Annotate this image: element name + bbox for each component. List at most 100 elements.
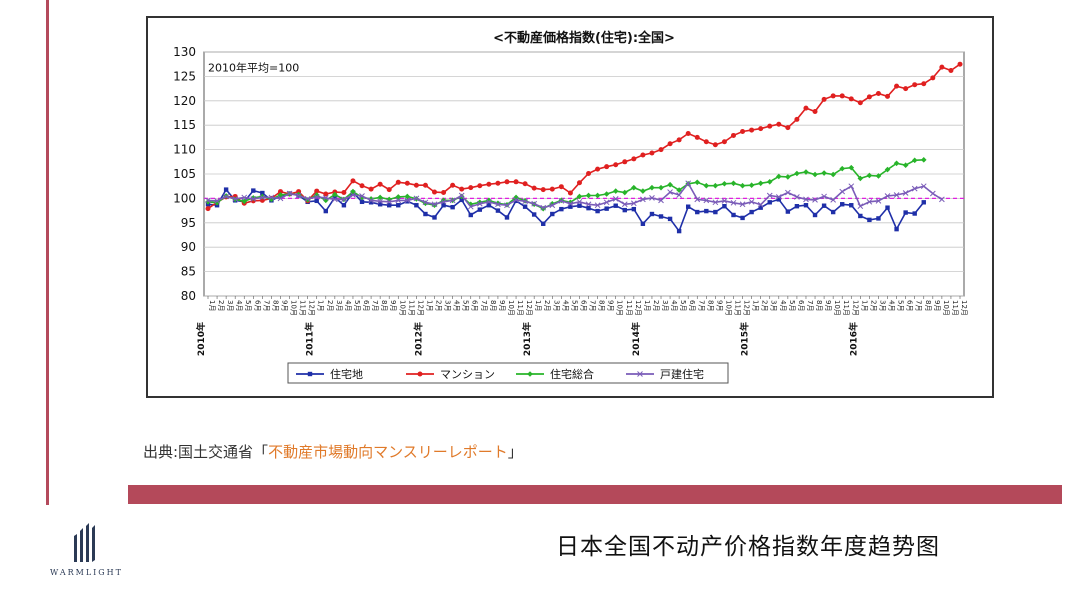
data-point: [332, 195, 338, 200]
data-point: [531, 200, 538, 207]
data-point: [395, 197, 402, 204]
data-point: [431, 201, 438, 208]
data-point: [323, 208, 328, 214]
data-point: [368, 186, 374, 192]
data-point: [350, 188, 356, 195]
legend-label: 戸建住宅: [660, 367, 704, 381]
data-point: [613, 203, 618, 208]
x-tick-label: 3月: [770, 300, 778, 311]
data-point: [396, 203, 401, 208]
data-point: [839, 93, 845, 99]
data-point: [730, 199, 737, 206]
x-tick-label: 3月: [335, 300, 343, 311]
data-point: [730, 132, 736, 138]
x-tick-label: 9月: [498, 300, 506, 311]
data-point: [586, 171, 592, 177]
data-point: [576, 180, 582, 186]
data-point: [785, 125, 791, 131]
x-tick-label: 5月: [788, 300, 796, 311]
data-point: [920, 157, 927, 163]
data-point: [830, 209, 836, 215]
data-point: [785, 209, 791, 214]
data-point: [432, 215, 437, 220]
data-point: [740, 215, 745, 221]
x-tick-label: 5月: [462, 300, 470, 311]
data-point: [667, 141, 673, 147]
x-year-label: 2010年: [195, 322, 207, 356]
x-tick-label: 11月: [625, 300, 633, 316]
data-point: [232, 196, 239, 202]
y-tick-label: 115: [173, 118, 196, 132]
data-point: [214, 199, 220, 206]
data-point: [911, 157, 918, 164]
data-point: [840, 202, 845, 207]
data-point: [423, 211, 428, 217]
data-point: [595, 208, 600, 214]
x-tick-label: 4月: [779, 300, 787, 311]
data-point: [205, 197, 211, 204]
source-note: 出典:国土交通省「不動産市場動向マンスリーレポート」: [143, 441, 523, 462]
data-point: [631, 206, 637, 212]
data-point: [413, 195, 420, 202]
data-point: [395, 194, 402, 200]
data-point: [658, 214, 664, 219]
data-point: [568, 204, 573, 209]
x-tick-label: 1月: [860, 300, 868, 311]
data-point: [749, 209, 754, 215]
data-point: [577, 203, 582, 208]
legend-label: マンション: [440, 368, 495, 381]
data-point: [920, 183, 927, 190]
data-point: [776, 197, 781, 202]
data-point: [630, 200, 637, 207]
data-point: [676, 187, 682, 193]
x-year-label: 2014年: [630, 322, 642, 356]
x-tick-label: 10月: [942, 300, 950, 316]
data-point: [957, 61, 963, 67]
data-point: [223, 193, 229, 200]
data-point: [295, 192, 302, 199]
data-point: [241, 194, 248, 201]
data-point: [458, 192, 465, 199]
data-point: [857, 203, 864, 210]
x-tick-label: 5月: [679, 300, 687, 311]
x-tick-label: 2月: [543, 300, 551, 311]
data-point: [513, 198, 519, 204]
x-tick-label: 4月: [453, 300, 461, 311]
data-point: [703, 182, 710, 189]
data-point: [386, 196, 393, 203]
data-point: [441, 190, 447, 196]
data-point: [350, 192, 356, 198]
x-tick-label: 10月: [398, 300, 406, 316]
data-point: [414, 203, 419, 208]
data-point: [277, 195, 284, 202]
data-point: [848, 183, 855, 190]
x-tick-label: 7月: [915, 300, 923, 311]
x-tick-label: 12月: [851, 300, 859, 316]
data-point: [812, 171, 818, 178]
data-point: [867, 217, 872, 223]
data-point: [902, 162, 909, 169]
data-point: [550, 211, 555, 217]
data-point: [721, 197, 728, 204]
data-point: [658, 197, 664, 204]
data-point: [676, 228, 682, 234]
data-point: [694, 196, 701, 203]
data-point: [359, 199, 365, 205]
data-point: [322, 195, 329, 201]
x-tick-label: 5月: [353, 300, 361, 311]
data-point: [350, 178, 356, 184]
x-tick-label: 6月: [797, 300, 805, 311]
source-link[interactable]: 不動産市場動向マンスリーレポート: [268, 443, 508, 461]
x-tick-label: 1月: [643, 300, 651, 311]
data-point: [721, 139, 727, 145]
x-tick-label: 4月: [235, 300, 243, 311]
y-tick-label: 110: [173, 143, 196, 157]
data-point: [405, 199, 410, 204]
data-point: [921, 81, 927, 87]
data-point: [441, 203, 446, 208]
data-point: [849, 203, 854, 208]
data-point: [893, 192, 900, 198]
x-tick-label: 10月: [833, 300, 841, 316]
y-tick-label: 80: [181, 289, 196, 303]
data-point: [277, 189, 283, 195]
